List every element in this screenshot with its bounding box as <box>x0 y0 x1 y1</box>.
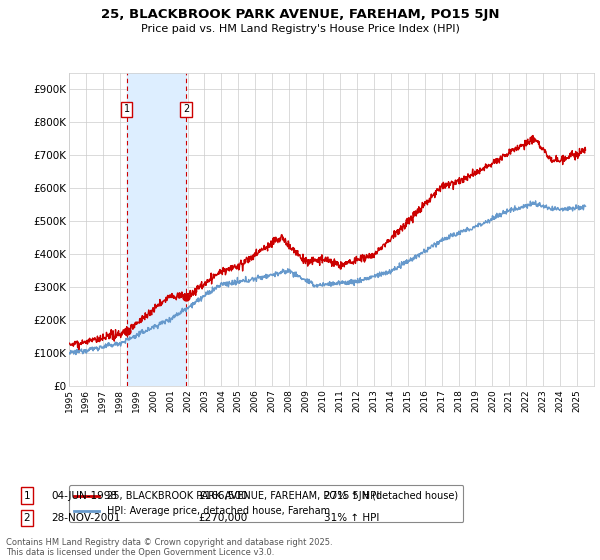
Text: 1: 1 <box>124 104 130 114</box>
Text: 31% ↑ HPI: 31% ↑ HPI <box>324 513 379 523</box>
Bar <box>127 73 186 386</box>
Text: 1: 1 <box>23 491 31 501</box>
Legend: 25, BLACKBROOK PARK AVENUE, FAREHAM, PO15 5JN (detached house), HPI: Average pri: 25, BLACKBROOK PARK AVENUE, FAREHAM, PO1… <box>68 486 463 522</box>
Text: Contains HM Land Registry data © Crown copyright and database right 2025.
This d: Contains HM Land Registry data © Crown c… <box>6 538 332 557</box>
Text: 2: 2 <box>183 104 189 114</box>
Text: £166,500: £166,500 <box>198 491 248 501</box>
Text: 27% ↑ HPI: 27% ↑ HPI <box>324 491 379 501</box>
Text: Price paid vs. HM Land Registry's House Price Index (HPI): Price paid vs. HM Land Registry's House … <box>140 24 460 34</box>
Text: 04-JUN-1998: 04-JUN-1998 <box>51 491 117 501</box>
Text: 28-NOV-2001: 28-NOV-2001 <box>51 513 121 523</box>
Text: 2: 2 <box>23 513 31 523</box>
Text: 25, BLACKBROOK PARK AVENUE, FAREHAM, PO15 5JN: 25, BLACKBROOK PARK AVENUE, FAREHAM, PO1… <box>101 8 499 21</box>
Text: £270,000: £270,000 <box>198 513 247 523</box>
